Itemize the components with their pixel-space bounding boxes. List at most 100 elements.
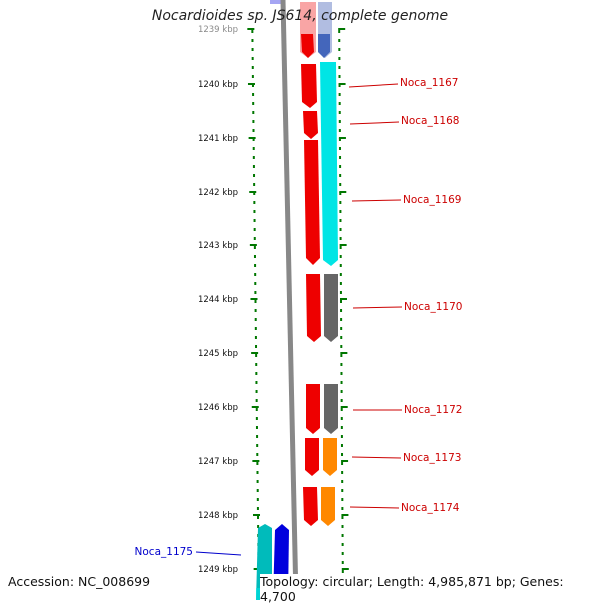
left-dot-tick: [253, 219, 256, 222]
ruler-major-tick-right: [341, 460, 349, 462]
ruler-label: 1247 kbp: [198, 457, 238, 467]
ruler-label: 1246 kbp: [198, 403, 238, 413]
right-dot-tick: [339, 237, 342, 240]
right-dot-tick: [340, 426, 343, 429]
gene-arrow-red: [306, 274, 321, 342]
ruler-major-tick-right: [339, 298, 347, 300]
gene-arrow-gray: [324, 274, 338, 342]
right-dot-tick: [341, 480, 344, 483]
left-dot-tick: [256, 507, 259, 510]
left-dot-tick: [251, 57, 254, 60]
left-dot-tick: [256, 435, 259, 438]
left-dot-tick: [255, 408, 258, 411]
left-dot-tick: [256, 462, 259, 465]
gene-label-group: Noca_1167 Noca_1168 Noca_1169 Noca_1170 Noca…: [135, 77, 463, 558]
left-dot-tick: [252, 129, 255, 132]
left-dot-tick: [256, 498, 259, 501]
left-dot-tick: [255, 417, 258, 420]
left-dot-tick: [253, 183, 256, 186]
gene-label: Noca_1175: [135, 546, 193, 558]
left-dot-tick: [255, 372, 258, 375]
right-tick-column: [338, 30, 344, 600]
right-dot-tick: [339, 228, 342, 231]
right-dot-tick: [340, 363, 343, 366]
right-dot-tick: [341, 462, 344, 465]
gene-arrow-orange: [321, 487, 335, 526]
left-dot-tick: [251, 30, 254, 33]
ruler-label: 1249 kbp: [198, 565, 238, 575]
left-dot-tick: [252, 138, 255, 141]
left-dot-tick: [255, 390, 258, 393]
right-dot-tick: [339, 183, 342, 186]
gene-label-leader: [351, 199, 402, 202]
ruler-major-tick: [251, 406, 259, 408]
left-dot-tick: [254, 273, 257, 276]
right-dot-tick: [340, 390, 343, 393]
right-dot-tick: [339, 174, 342, 177]
right-dot-tick: [341, 543, 344, 546]
right-dot-tick: [338, 138, 341, 141]
right-dot-tick: [338, 120, 341, 123]
gene-arrow-red: [303, 487, 318, 526]
ruler-major-tick: [247, 28, 255, 30]
gene-label: Noca_1174: [401, 502, 460, 514]
second-track-genes: [318, 34, 338, 526]
left-dot-tick: [255, 354, 258, 357]
ruler-major-tick-right: [338, 137, 346, 139]
right-dot-tick: [341, 516, 344, 519]
ruler-major-tick: [247, 83, 255, 85]
left-dot-tick: [254, 282, 257, 285]
right-dot-tick: [341, 471, 344, 474]
left-dot-tick: [253, 192, 256, 195]
right-dot-tick: [340, 336, 343, 339]
right-dot-tick: [340, 417, 343, 420]
left-dot-tick: [253, 228, 256, 231]
right-dot-tick: [338, 102, 341, 105]
right-dot-tick: [340, 435, 343, 438]
right-dot-tick: [341, 453, 344, 456]
left-dot-tick: [254, 318, 257, 321]
gene-arrow-red: [303, 111, 318, 139]
gene-label-leader: [195, 551, 242, 556]
left-dot-tick: [253, 210, 256, 213]
right-dot-tick: [340, 372, 343, 375]
left-dot-tick: [251, 84, 254, 87]
gene-arrow-red: [305, 438, 319, 476]
gene-label-leader: [349, 121, 400, 125]
right-dot-tick: [338, 84, 341, 87]
left-dot-tick: [251, 39, 254, 42]
gene-label: Noca_1169: [403, 194, 461, 206]
ruler-label: 1244 kbp: [198, 295, 238, 305]
gene-label: Noca_1170: [404, 301, 462, 313]
gene-arrow-red: [306, 384, 320, 434]
right-dot-tick: [340, 327, 343, 330]
left-dot-tick: [253, 255, 256, 258]
right-dot-tick: [340, 399, 343, 402]
right-dot-tick: [338, 39, 341, 42]
right-dot-tick: [338, 75, 341, 78]
left-dot-tick: [252, 120, 255, 123]
right-dot-tick: [338, 111, 341, 114]
left-dot-tick: [257, 525, 260, 528]
ruler-major-tick: [249, 244, 257, 246]
right-dot-tick: [340, 309, 343, 312]
left-dot-tick: [256, 489, 259, 492]
right-dot-tick: [339, 282, 342, 285]
ruler-major-tick-right: [339, 191, 347, 193]
topology-text: Topology: circular; Length: 4,985,871 bp…: [260, 574, 600, 604]
genome-backbone: [280, 0, 299, 600]
left-dot-tick: [253, 201, 256, 204]
ruler-major-tick: [253, 514, 261, 516]
left-dot-tick: [251, 75, 254, 78]
ruler-label: 1242 kbp: [198, 188, 238, 198]
right-dot-tick: [339, 264, 342, 267]
left-dot-tick: [252, 156, 255, 159]
ruler-major-tick: [248, 137, 256, 139]
ruler-major-tick: [250, 298, 258, 300]
right-dot-tick: [339, 210, 342, 213]
ruler-major-tick-right: [341, 568, 349, 570]
left-dot-tick: [253, 246, 256, 249]
ruler-major-ticks: [247, 28, 349, 570]
right-dot-tick: [339, 255, 342, 258]
